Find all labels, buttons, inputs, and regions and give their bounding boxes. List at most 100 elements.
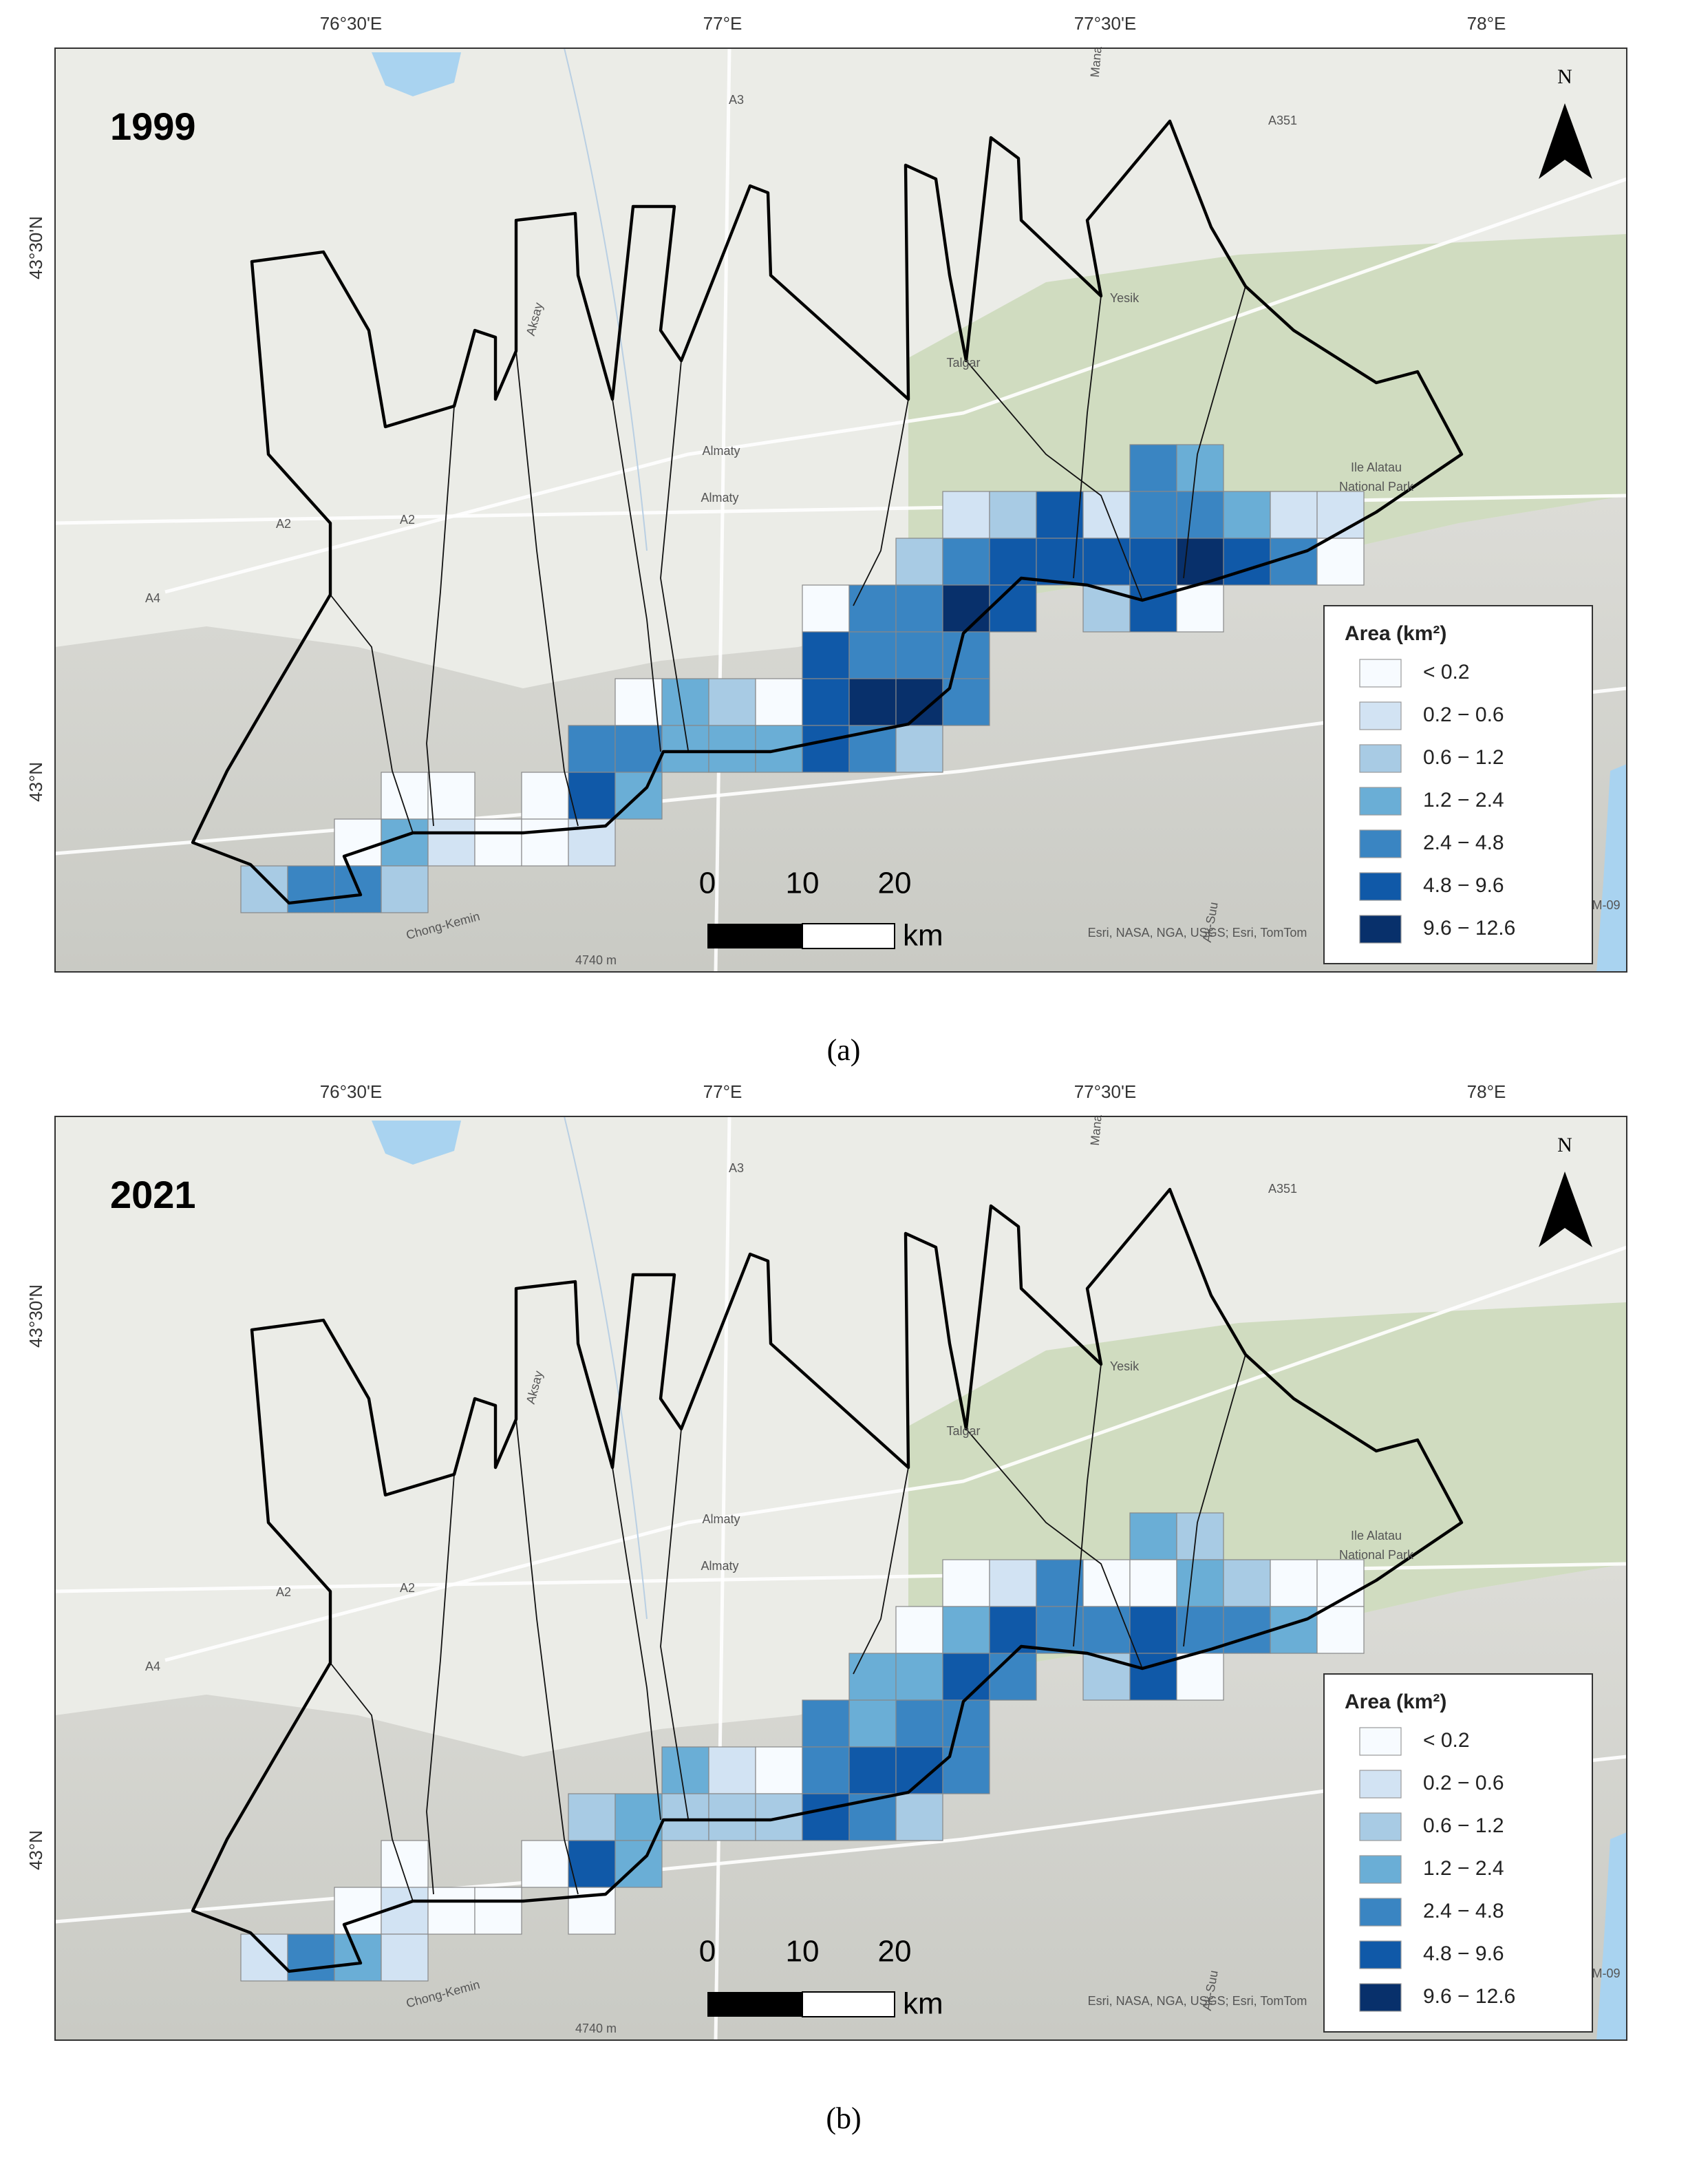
scale-white xyxy=(802,923,895,949)
legend-swatch xyxy=(1359,1940,1402,1969)
grid-cell xyxy=(942,584,990,633)
legend-swatch xyxy=(1359,1983,1402,2012)
road xyxy=(54,494,1627,525)
scale-unit: km xyxy=(903,919,943,953)
grid-cell xyxy=(1176,444,1224,492)
grid-cell xyxy=(615,725,663,773)
grid-cell xyxy=(989,1606,1037,1654)
grid-cell xyxy=(848,1699,897,1748)
x-axis-label: 77°E xyxy=(703,13,742,34)
grid-cell xyxy=(802,1746,850,1794)
place-label: Ile Alatau xyxy=(1351,460,1402,474)
place-label: A3 xyxy=(729,1161,744,1175)
grid-cell xyxy=(1129,491,1177,539)
place-label: Almaty xyxy=(702,1512,740,1526)
legend-label: 1.2 − 2.4 xyxy=(1423,789,1504,812)
grid-cell xyxy=(895,631,943,679)
place-label: A2 xyxy=(400,1581,415,1595)
legend-label: 0.2 − 0.6 xyxy=(1423,703,1504,726)
grid-cell xyxy=(568,1887,616,1935)
place-label: Talgar xyxy=(946,356,980,370)
grid-cell xyxy=(848,1653,897,1701)
scale-black xyxy=(707,924,802,948)
grid-cell xyxy=(1270,491,1318,539)
grid-cell xyxy=(568,772,616,820)
grid-cell xyxy=(942,538,990,586)
legend-label: < 0.2 xyxy=(1423,661,1470,683)
grid-cell xyxy=(474,1887,522,1935)
place-label: M-09 xyxy=(1592,1966,1620,1980)
map-panel: A3 A351 A2 A2 A4 Almaty Almaty Talgar Yesik Ile A… xyxy=(25,13,1627,1067)
grid-cell xyxy=(708,725,756,773)
north-label: N xyxy=(1557,65,1572,88)
grid-cell xyxy=(1082,491,1131,539)
legend-label: 9.6 − 12.6 xyxy=(1423,917,1515,940)
panel-year: 1999 xyxy=(110,105,196,148)
grid-cell xyxy=(755,678,803,726)
grid-cell xyxy=(848,584,897,633)
grid-cell xyxy=(287,1933,335,1982)
grid-cell xyxy=(895,1793,943,1841)
map-frame xyxy=(54,47,1627,973)
grid-cell xyxy=(381,772,429,820)
sub-basin-divide xyxy=(612,399,661,752)
grid-cell xyxy=(568,1793,616,1841)
sub-basin-divide xyxy=(1183,1354,1246,1647)
sub-basin-divide xyxy=(426,405,455,827)
grid-cell xyxy=(708,1793,756,1841)
grid-cell xyxy=(1176,1559,1224,1607)
place-label: Talgar xyxy=(946,1424,980,1438)
road xyxy=(54,1562,1627,1593)
grid-cell xyxy=(1316,538,1365,586)
grid-cell xyxy=(1176,1512,1224,1560)
grid-cell xyxy=(1129,1606,1177,1654)
place-label: A351 xyxy=(1268,114,1297,127)
place-label: National Park xyxy=(1339,1548,1414,1562)
grid-cell xyxy=(1223,538,1271,586)
y-axis-label: 43°30'N xyxy=(25,1284,46,1348)
sub-basin-divide xyxy=(660,360,689,751)
north-arrow xyxy=(1539,1171,1592,1247)
legend-swatch xyxy=(1359,787,1402,816)
sub-basin-divide xyxy=(853,1467,909,1675)
grid-cell xyxy=(942,491,990,539)
grid-cell xyxy=(1129,444,1177,492)
legend-label: 0.6 − 1.2 xyxy=(1423,1814,1504,1837)
place-label: A2 xyxy=(400,513,415,527)
place-label: Ile Alatau xyxy=(1351,1529,1402,1542)
sea xyxy=(1596,764,1627,972)
x-axis-label: 76°30'E xyxy=(320,13,383,34)
sub-basin-divide xyxy=(965,360,1143,601)
grid-cell xyxy=(427,1887,476,1935)
sub-basin-divide xyxy=(965,1428,1143,1669)
grid-cell xyxy=(895,1653,943,1701)
river xyxy=(564,1116,648,1620)
grid-cell xyxy=(848,1746,897,1794)
legend-swatch xyxy=(1359,915,1402,944)
x-axis-label: 77°E xyxy=(703,1081,742,1102)
grid-cell xyxy=(1036,1559,1084,1607)
grid-cell xyxy=(942,678,990,726)
grid-cell xyxy=(381,865,429,913)
x-axis-label: 77°30'E xyxy=(1074,13,1137,34)
y-axis-label: 43°N xyxy=(25,762,46,802)
place-label: National Park xyxy=(1339,480,1414,494)
grid-cell xyxy=(661,678,709,726)
grid-cell xyxy=(334,818,382,867)
grid-cell xyxy=(1129,1559,1177,1607)
legend-label: < 0.2 xyxy=(1423,1729,1470,1752)
grid-cell xyxy=(895,1699,943,1748)
scale-label: 20 xyxy=(878,1935,912,1969)
lake xyxy=(372,52,461,96)
north-label: N xyxy=(1557,1134,1572,1156)
x-axis-label: 78°E xyxy=(1467,13,1506,34)
grid-cell xyxy=(802,725,850,773)
grid-cell xyxy=(895,584,943,633)
grid-cell xyxy=(1270,1559,1318,1607)
grid-cell xyxy=(848,631,897,679)
sea xyxy=(1596,1832,1627,2040)
place-label: A2 xyxy=(276,517,291,531)
sub-basin-divide xyxy=(660,1428,689,1819)
grid-cell xyxy=(334,1887,382,1935)
panel-year: 2021 xyxy=(110,1173,196,1216)
